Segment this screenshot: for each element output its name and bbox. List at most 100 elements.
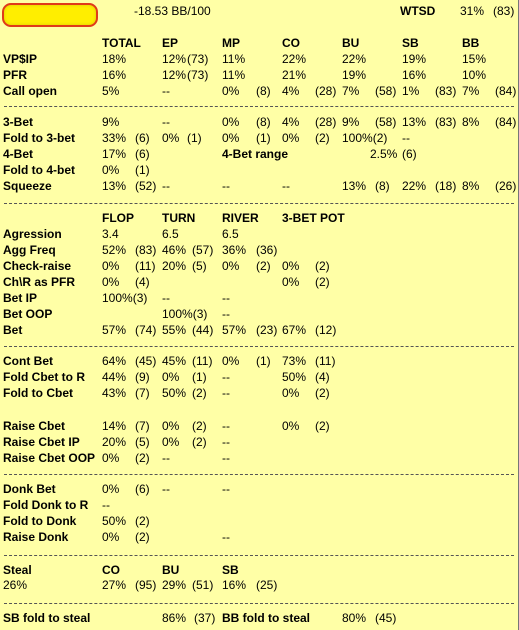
cont-bet-value: 45%: [162, 354, 187, 368]
vpip-value: 19%: [402, 52, 427, 66]
check-raise-value: 0%: [282, 259, 300, 273]
wtsd-count: (83): [493, 4, 515, 18]
fold-to-cbet-value: 0%: [282, 386, 300, 400]
steal-count: (95): [135, 578, 157, 592]
call-open-value: 1%: [402, 84, 420, 98]
fold-to-cbet-count: (2): [315, 386, 330, 400]
check-raise-count: (2): [256, 259, 271, 273]
separator-2: [4, 203, 514, 204]
four-bet-range-label: 4-Bet range: [222, 147, 289, 161]
check-raise-value: 0%: [102, 259, 120, 273]
vpip-value: 12%: [162, 52, 187, 66]
fold-cbet-to-raise-count: (1): [192, 370, 207, 384]
separator-4: [4, 474, 514, 475]
check-raise-as-pfr-value: 0%: [282, 275, 300, 289]
fold-cbet-to-raise-value: 44%: [102, 370, 127, 384]
donk-bet-label: Donk Bet: [3, 482, 56, 496]
fold-cbet-to-raise-value: 0%: [162, 370, 180, 384]
player-name-box[interactable]: [2, 3, 98, 27]
agg-freq-count: (57): [192, 243, 214, 257]
cont-bet-count: (11): [315, 354, 336, 368]
squeeze-value: 22%: [402, 179, 427, 193]
fold-to-three-bet-value: 0%: [282, 131, 300, 145]
three-bet-value: --: [162, 115, 170, 129]
pfr-value: 16%: [402, 68, 427, 82]
call-open-count: (58): [375, 84, 397, 98]
check-raise-as-pfr-count: (2): [315, 275, 330, 289]
bb-fold-to-steal-value: 80%: [342, 611, 367, 625]
vpip-value: 18%: [102, 52, 127, 66]
fold-to-three-bet-value: --: [402, 131, 410, 145]
four-bet-range-count: (6): [402, 147, 417, 161]
call-open-count: (83): [435, 84, 457, 98]
steal-label: Steal: [3, 563, 32, 577]
bet-label: Bet: [3, 323, 23, 337]
raise-cbet-count: (7): [135, 419, 150, 433]
vpip-value: 15%: [462, 52, 487, 66]
steal-value: 16%: [222, 578, 247, 592]
pfr-value: 19%: [342, 68, 367, 82]
check-raise-value: 20%: [162, 259, 187, 273]
fold-to-cbet-value: 43%: [102, 386, 127, 400]
three-bet-count: (83): [435, 115, 457, 129]
three-bet-count: (28): [315, 115, 337, 129]
bet-count: (12): [315, 323, 337, 337]
agg-freq-label: Agg Freq: [3, 243, 56, 257]
raise-cbet-oop-label: Raise Cbet OOP: [3, 451, 96, 465]
vpip-value: 22%: [342, 52, 367, 66]
raise-cbet-oop-count: (2): [135, 451, 150, 465]
bet-ip-label: Bet IP: [3, 291, 38, 305]
check-raise-as-pfr-count: (4): [135, 275, 150, 289]
raise-cbet-count: (2): [192, 419, 207, 433]
fold-cbet-to-raise-value: 50%: [282, 370, 307, 384]
donk-bet-value: --: [222, 482, 230, 496]
winrate-text: -18.53 BB/100: [134, 4, 211, 18]
agg-freq-value: 52%: [102, 243, 127, 257]
squeeze-count: (26): [495, 179, 517, 193]
bet-value: 57%: [222, 323, 247, 337]
call-open-value: --: [162, 84, 170, 98]
call-open-label: Call open: [3, 84, 58, 98]
fold-to-three-bet-value: 0%: [222, 131, 240, 145]
pfr-value: 12%: [162, 68, 187, 82]
call-open-value: 5%: [102, 84, 120, 98]
fold-to-cbet-label: Fold to Cbet: [3, 386, 73, 400]
raise-cbet-count: (2): [315, 419, 330, 433]
cont-bet-value: 73%: [282, 354, 307, 368]
bet-oop-label: Bet OOP: [3, 307, 53, 321]
squeeze-value: 13%: [102, 179, 127, 193]
bet-ip-value: --: [162, 291, 170, 305]
position-header: MP: [222, 36, 240, 50]
fold-to-donk-label: Fold to Donk: [3, 514, 77, 528]
position-header: SB: [402, 36, 419, 50]
fold-to-donk-count: (2): [135, 514, 150, 528]
fold-to-three-bet-label: Fold to 3-bet: [3, 131, 75, 145]
three-bet-label: 3-Bet: [3, 115, 34, 129]
call-open-count: (84): [495, 84, 517, 98]
three-bet-count: (58): [375, 115, 397, 129]
raise-donk-count: (2): [135, 530, 150, 544]
four-bet-range-value: 2.5%: [370, 147, 398, 161]
squeeze-value: 8%: [462, 179, 480, 193]
agg-freq-count: (36): [256, 243, 278, 257]
donk-bet-value: 0%: [102, 482, 120, 496]
sb-fold-to-steal-label: SB fold to steal: [3, 611, 91, 625]
fold-to-four-bet-label: Fold to 4-bet: [3, 163, 75, 177]
pfr-value: 10%: [462, 68, 487, 82]
fold-to-three-bet-count: (1): [187, 131, 202, 145]
steal-count: (25): [256, 578, 278, 592]
squeeze-count: (52): [135, 179, 157, 193]
bet-value: 67%: [282, 323, 307, 337]
check-raise-count: (2): [315, 259, 330, 273]
bet-count: (44): [192, 323, 214, 337]
agg-freq-value: 36%: [222, 243, 247, 257]
raise-cbet-value: 0%: [162, 419, 180, 433]
pfr-count: (73): [187, 68, 209, 82]
three-bet-value: 4%: [282, 115, 300, 129]
bet-value: 55%: [162, 323, 187, 337]
check-raise-label: Check-raise: [3, 259, 72, 273]
steal-value: 29%: [162, 578, 187, 592]
check-raise-as-pfr-value: 0%: [102, 275, 120, 289]
agg-freq-value: 46%: [162, 243, 187, 257]
squeeze-value: --: [222, 179, 230, 193]
